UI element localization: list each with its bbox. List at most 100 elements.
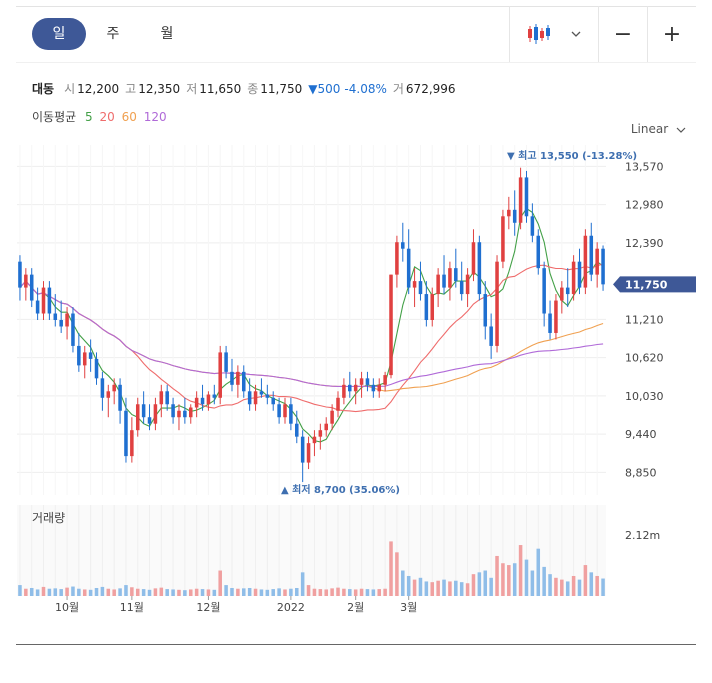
zoom-out-button[interactable]: − [598,6,647,62]
volume-bar [106,588,111,596]
candle-body [112,384,116,392]
scale-selector[interactable]: Linear [631,122,686,136]
candle-body [518,177,523,223]
candle-body [130,430,134,457]
candle-body [236,371,240,385]
volume-label: 거 [392,82,404,96]
top-divider [16,6,696,7]
max-price-label: ▼ 최고 13,550 (-13.28%) [507,149,637,162]
current-price-badge [613,276,696,293]
stock-name: 대동 [32,82,55,96]
volume-bar [536,548,541,596]
candle-body [171,404,175,418]
candle-body [153,404,158,424]
volume-bar [100,586,105,596]
volume-bar [336,587,340,596]
volume-bar [465,583,470,596]
x-tick-label: 10월 [55,601,79,614]
candle-body [259,391,264,395]
candle-body [530,216,535,236]
volume-bar [271,589,275,596]
volume-bar [518,545,523,596]
candle-body [448,268,452,288]
candle-body [371,384,376,392]
candle-body [124,410,128,457]
candle-body [141,404,146,418]
candle-body [560,287,564,301]
min-price-label: ▲ 최저 8,700 (35.06%) [281,483,400,496]
candle-body [571,261,576,295]
period-tabs: 일 주 월 [32,18,194,50]
high-label: 고 [125,82,137,96]
volume-bar [141,589,146,596]
chevron-down-icon [676,127,686,133]
volume-bar [571,575,576,596]
candle-body [577,261,582,288]
candle-body [247,391,252,405]
volume-bar [554,577,558,596]
candle-body [59,320,63,327]
volume-bar [324,589,328,596]
volume-bar [300,572,305,596]
ma5-line [19,207,604,443]
candle-body [324,423,328,431]
candle-body [165,391,169,405]
volume-bar [483,570,488,596]
volume-bar [165,589,169,596]
volume-bar [295,587,299,596]
candle-body [353,384,358,392]
candle-body [383,375,387,385]
volume-bar [41,586,46,596]
volume-bar [359,588,364,596]
volume-bar [53,588,58,596]
ma5-label: 5 [85,110,93,124]
low-value: 11,650 [199,82,242,96]
volume-bar [283,589,287,596]
candle-body [471,242,476,275]
volume-bar [565,581,570,596]
candle-body [295,423,299,437]
volume-bar [130,587,134,596]
volume-bar [401,570,405,596]
volume-bar [59,589,63,596]
volume-bar [524,559,529,596]
volume-bar [218,570,222,596]
candle-body [82,352,87,366]
candle-body [147,417,152,424]
tab-monthly[interactable]: 월 [160,26,174,42]
tab-weekly[interactable]: 주 [106,26,120,42]
x-tick-label: 2022 [277,601,305,614]
volume-bar [471,574,476,596]
volume-bar [135,588,140,596]
candle-body [300,436,305,463]
volume-tick-label: 2.12m [625,529,660,542]
volume-bar [542,566,546,596]
candle-body [283,404,287,418]
change-value: ▼500 [308,82,341,96]
candle-body [565,287,570,295]
volume-bar [377,589,382,596]
chart-toolbar: − + [509,6,696,62]
volume-bar [47,588,52,596]
candle-body [241,371,246,392]
volume-bar [183,590,187,596]
candle-body [106,391,111,398]
volume-bar [583,565,588,596]
open-value: 12,200 [77,82,120,96]
candle-body [583,235,588,288]
low-label: 저 [186,82,198,96]
candle-body [271,397,275,405]
volume-bar [365,589,370,596]
volume-pane-label: 거래량 [32,511,65,525]
candle-body [595,248,599,275]
volume-bar [94,587,99,596]
zoom-in-button[interactable]: + [647,6,696,62]
chart-type-selector[interactable] [509,6,598,62]
volume-bar [330,588,334,596]
quote-summary: 대동 시 12,200 고 12,350 저 11,650 종 11,750 ▼… [32,80,462,97]
tab-daily[interactable]: 일 [32,18,86,50]
volume-bar [312,588,317,596]
volume-bar [206,589,211,596]
volume-bar [395,552,399,596]
volume-bar [71,586,75,596]
